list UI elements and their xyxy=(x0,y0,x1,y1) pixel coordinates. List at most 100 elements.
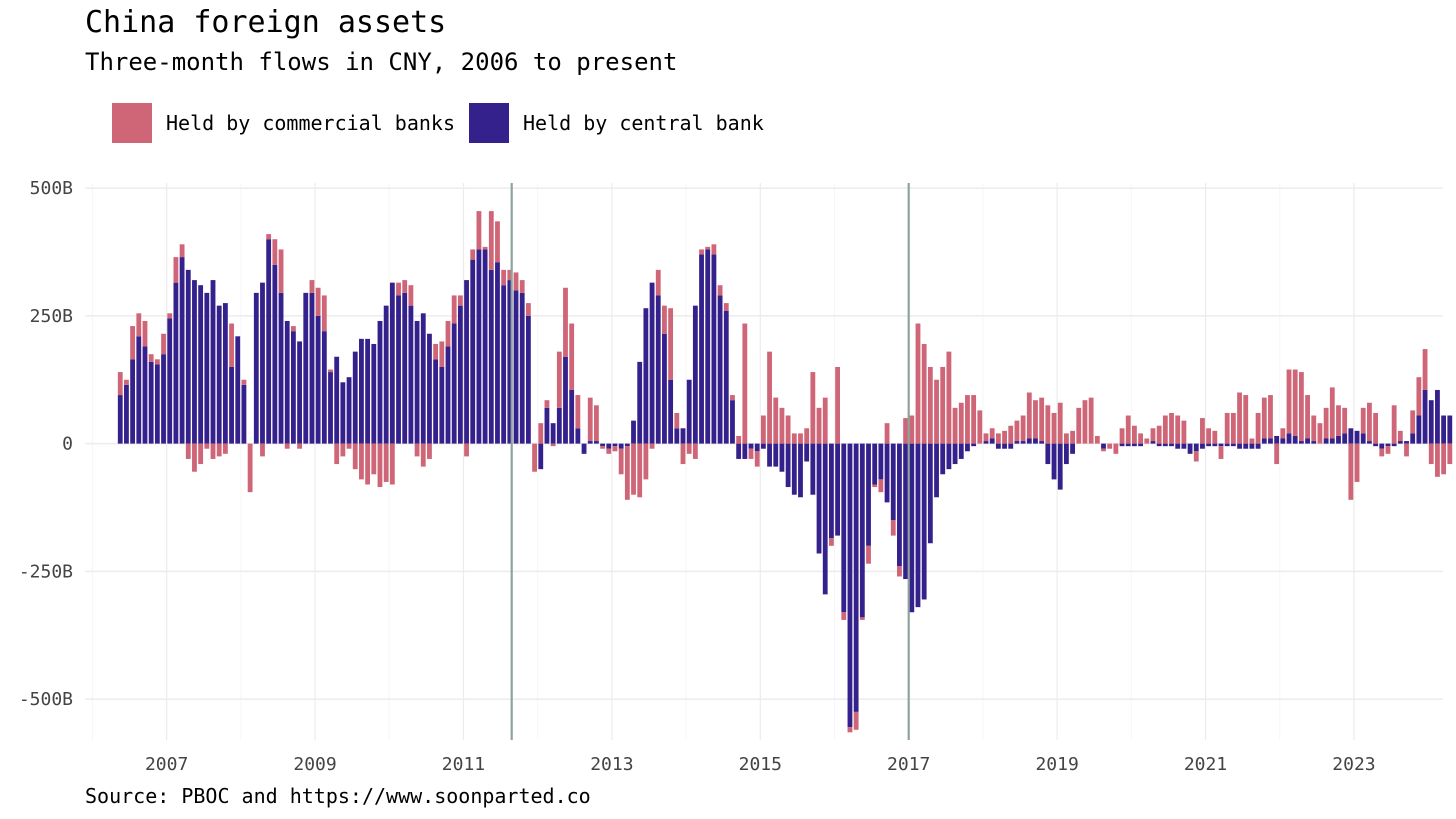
bar-central-bank xyxy=(154,364,160,444)
bar-commercial-banks xyxy=(915,323,921,444)
bar-commercial-banks xyxy=(779,407,785,444)
bar-commercial-banks xyxy=(309,280,315,293)
bar-commercial-banks xyxy=(748,448,754,459)
bar-central-bank xyxy=(1175,443,1181,449)
bar-commercial-banks xyxy=(464,443,469,457)
bar-commercial-banks xyxy=(897,566,902,577)
bar-commercial-banks xyxy=(538,423,544,444)
bar-central-bank xyxy=(198,285,204,444)
bar-commercial-banks xyxy=(525,303,531,316)
bar-commercial-banks xyxy=(1323,407,1329,439)
bar-central-bank xyxy=(971,443,977,447)
bar-commercial-banks xyxy=(389,443,395,485)
bar-commercial-banks xyxy=(222,443,228,454)
bar-commercial-banks xyxy=(890,520,896,536)
bar-commercial-banks xyxy=(519,280,525,293)
bar-commercial-banks xyxy=(965,395,970,444)
bar-central-bank xyxy=(736,443,742,459)
bar-central-bank xyxy=(952,443,958,465)
bar-commercial-banks xyxy=(1175,415,1181,444)
bar-central-bank xyxy=(674,428,680,444)
bar-commercial-banks xyxy=(328,369,333,373)
bar-central-bank xyxy=(1051,443,1057,480)
bar-central-bank xyxy=(513,290,519,444)
bar-commercial-banks xyxy=(674,412,680,429)
bar-commercial-banks xyxy=(476,211,482,250)
bar-central-bank xyxy=(903,443,909,580)
bar-commercial-banks xyxy=(624,446,630,500)
bar-central-bank xyxy=(1286,433,1292,444)
bar-central-bank xyxy=(1249,443,1255,449)
bar-commercial-banks xyxy=(1230,412,1236,444)
legend-label-commercial-banks: Held by commercial banks xyxy=(166,111,455,135)
bar-commercial-banks xyxy=(130,326,136,360)
bar-commercial-banks xyxy=(705,246,711,250)
bar-central-bank xyxy=(377,320,383,444)
bar-commercial-banks xyxy=(1360,407,1366,434)
bar-central-bank xyxy=(427,333,432,444)
bar-central-bank xyxy=(556,407,562,444)
bar-commercial-banks xyxy=(278,249,284,293)
bar-central-bank xyxy=(167,318,173,444)
bar-central-bank xyxy=(1002,443,1007,449)
bar-commercial-banks xyxy=(742,323,748,444)
bar-central-bank xyxy=(550,423,556,444)
bar-central-bank xyxy=(1206,443,1212,447)
bar-central-bank xyxy=(631,420,636,444)
bar-commercial-banks xyxy=(1094,435,1100,444)
bar-central-bank xyxy=(723,310,729,444)
bar-central-bank xyxy=(692,305,698,444)
bar-commercial-banks xyxy=(377,443,383,488)
bar-commercial-banks xyxy=(148,354,154,362)
bar-central-bank xyxy=(185,269,191,444)
bar-central-bank xyxy=(742,443,748,459)
legend-item-commercial-banks: Held by commercial banks xyxy=(112,103,455,143)
bar-commercial-banks xyxy=(1243,395,1249,444)
bar-central-bank xyxy=(433,359,439,444)
bar-central-bank xyxy=(1125,443,1131,447)
bar-commercial-banks xyxy=(804,428,810,444)
bar-central-bank xyxy=(371,343,377,444)
bar-central-bank xyxy=(1305,438,1310,444)
bar-central-bank xyxy=(897,443,902,567)
bar-commercial-banks xyxy=(1162,415,1168,444)
bar-central-bank xyxy=(1101,443,1106,449)
bar-commercial-banks xyxy=(711,244,717,255)
bar-central-bank xyxy=(1441,415,1447,444)
bar-central-bank xyxy=(668,379,674,444)
bar-central-bank xyxy=(359,338,364,444)
bar-commercial-banks xyxy=(396,282,401,296)
bar-central-bank xyxy=(612,443,618,447)
bar-commercial-banks xyxy=(1193,451,1199,462)
bar-central-bank xyxy=(1026,438,1032,444)
bar-central-bank xyxy=(173,282,179,444)
bar-central-bank xyxy=(1416,415,1422,444)
bar-central-bank xyxy=(730,400,735,444)
bar-commercial-banks xyxy=(402,280,408,293)
bar-commercial-banks xyxy=(1305,395,1310,439)
bar-commercial-banks xyxy=(173,257,179,283)
bar-commercial-banks xyxy=(204,443,210,449)
bar-central-bank xyxy=(1292,435,1298,444)
bar-commercial-banks xyxy=(451,295,457,324)
bar-central-bank xyxy=(816,443,822,554)
bar-central-bank xyxy=(538,443,544,470)
bar-commercial-banks xyxy=(655,269,661,296)
bar-central-bank xyxy=(1150,441,1156,444)
bar-central-bank xyxy=(284,320,290,444)
bar-commercial-banks xyxy=(1385,446,1391,454)
bar-commercial-banks xyxy=(1119,428,1125,444)
bar-central-bank xyxy=(260,282,265,444)
bar-central-bank xyxy=(124,384,129,444)
bar-commercial-banks xyxy=(587,397,593,442)
bar-central-bank xyxy=(1033,438,1038,444)
bar-central-bank xyxy=(1181,443,1187,449)
bar-commercial-banks xyxy=(822,397,828,444)
bar-commercial-banks xyxy=(482,246,488,250)
bar-commercial-banks xyxy=(117,372,123,396)
bar-commercial-banks xyxy=(334,443,340,465)
bar-central-bank xyxy=(1230,443,1236,447)
bar-commercial-banks xyxy=(1101,448,1106,452)
bar-central-bank xyxy=(822,443,828,595)
bar-commercial-banks xyxy=(1033,400,1038,439)
